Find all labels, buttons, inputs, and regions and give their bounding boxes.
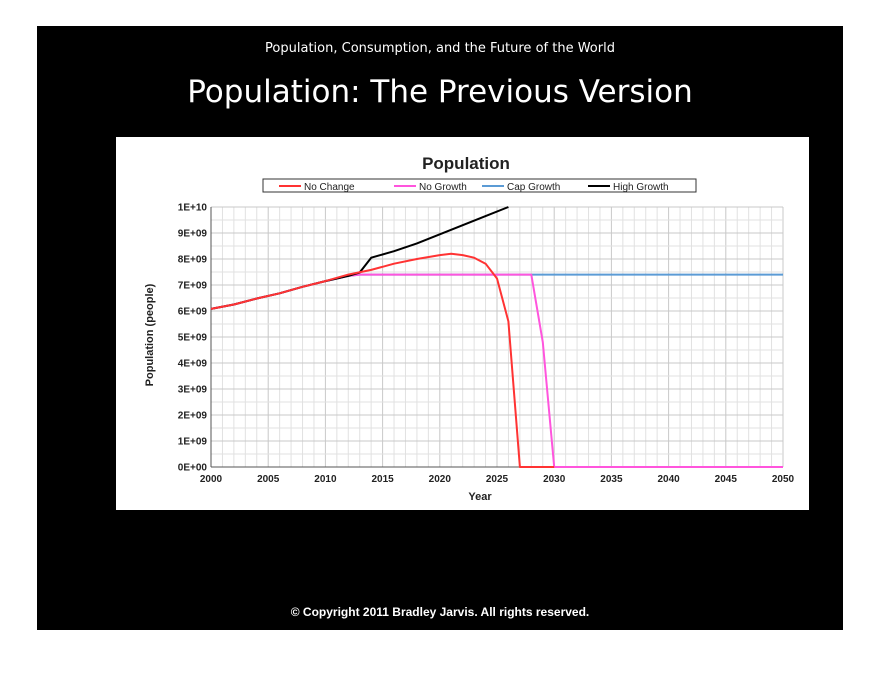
y-tick-label: 2E+09 bbox=[178, 411, 208, 422]
x-tick-label: 2010 bbox=[314, 474, 337, 485]
y-tick-label: 5E+09 bbox=[178, 333, 208, 344]
chart-series bbox=[210, 206, 783, 468]
x-tick-label: 2025 bbox=[486, 474, 509, 485]
x-tick-label: 2005 bbox=[257, 474, 280, 485]
x-tick-label: 2050 bbox=[772, 474, 795, 485]
y-tick-label: 3E+09 bbox=[178, 385, 208, 396]
y-tick-label: 0E+00 bbox=[178, 463, 208, 474]
population-chart: Population No Change No Growth Cap Growth H… bbox=[144, 154, 795, 503]
y-tick-label: 6E+09 bbox=[178, 307, 208, 318]
x-tick-label: 2045 bbox=[715, 474, 738, 485]
legend-label-no-change: No Change bbox=[304, 182, 355, 193]
legend-label-high-growth: High Growth bbox=[613, 182, 669, 193]
y-axis-label: Population (people) bbox=[144, 283, 156, 386]
y-tick-label: 9E+09 bbox=[178, 229, 208, 240]
y-tick-label: 4E+09 bbox=[178, 359, 208, 370]
chart-panel: Population No Change No Growth Cap Growth H… bbox=[116, 137, 809, 510]
legend-label-cap-growth: Cap Growth bbox=[507, 182, 560, 193]
y-tick-label: 1E+09 bbox=[178, 437, 208, 448]
y-tick-label: 1E+10 bbox=[178, 203, 208, 214]
legend-label-no-growth: No Growth bbox=[419, 182, 467, 193]
x-axis-label: Year bbox=[468, 491, 492, 503]
x-tick-label: 2000 bbox=[200, 474, 223, 485]
copyright-notice: © Copyright 2011 Bradley Jarvis. All rig… bbox=[290, 605, 590, 619]
x-tick-label: 2030 bbox=[543, 474, 566, 485]
chart-tick-labels: 2000 2005 2010 2015 2020 2025 2030 2035 2040 2045… bbox=[178, 203, 795, 486]
legend-box bbox=[262, 178, 697, 193]
x-tick-label: 2015 bbox=[371, 474, 394, 485]
slide-title: Population: The Previous Version bbox=[187, 74, 693, 110]
x-tick-label: 2020 bbox=[429, 474, 452, 485]
chart-title: Population bbox=[422, 154, 510, 173]
chart-grid bbox=[210, 206, 784, 468]
y-tick-label: 8E+09 bbox=[178, 255, 208, 266]
y-tick-label: 7E+09 bbox=[178, 281, 208, 292]
chart-legend: No Change No Growth Cap Growth High Growth bbox=[262, 178, 697, 193]
x-tick-label: 2040 bbox=[657, 474, 680, 485]
slide-background: Population, Consumption, and the Future … bbox=[37, 26, 843, 630]
slide-supertitle: Population, Consumption, and the Future … bbox=[265, 41, 615, 56]
series-line-no-change bbox=[210, 252, 555, 468]
x-tick-label: 2035 bbox=[600, 474, 623, 485]
